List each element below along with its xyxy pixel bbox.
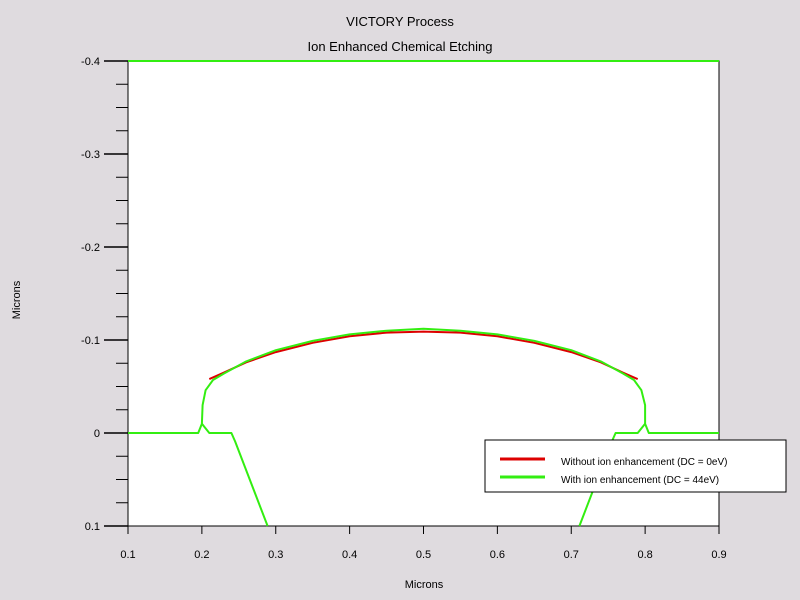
x-tick-label: 0.1 <box>120 549 135 561</box>
x-tick-label: 0.3 <box>268 549 283 561</box>
series-with-ion-segment-2 <box>201 423 269 527</box>
x-tick-label: 0.7 <box>564 549 579 561</box>
y-tick-label: 0.1 <box>85 521 100 533</box>
y-tick-label: -0.4 <box>81 56 100 68</box>
series-with-ion-segment-1 <box>128 327 719 434</box>
legend-label-without-ion: Without ion enhancement (DC = 0eV) <box>561 457 727 468</box>
x-tick-label: 0.8 <box>637 549 652 561</box>
x-tick-label: 0.6 <box>490 549 505 561</box>
chart-title: VICTORY Process <box>346 14 454 29</box>
x-axis-label: Microns <box>405 579 444 591</box>
y-ticks: -0.4 -0.3 -0.2 -0.1 0 0.1 <box>81 56 128 533</box>
y-tick-label: -0.3 <box>81 149 100 161</box>
y-tick-label: 0 <box>94 428 100 440</box>
legend-box <box>484 439 787 493</box>
x-tick-label: 0.4 <box>342 549 357 561</box>
legend-label-with-ion: With ion enhancement (DC = 44eV) <box>561 475 719 486</box>
x-tick-label: 0.2 <box>194 549 209 561</box>
y-tick-label: -0.1 <box>81 335 100 347</box>
x-tick-label: 0.9 <box>711 549 726 561</box>
y-tick-label: -0.2 <box>81 242 100 254</box>
series-without-ion-line <box>208 330 639 381</box>
x-ticks: 0.1 0.2 0.3 0.4 0.5 0.6 0.7 0.8 0.9 <box>120 526 727 561</box>
chart-subtitle: Ion Enhanced Chemical Etching <box>307 39 492 54</box>
legend: Without ion enhancement (DC = 0eV) With … <box>484 439 787 493</box>
y-axis-label: Microns <box>11 280 23 319</box>
x-tick-label: 0.5 <box>416 549 431 561</box>
